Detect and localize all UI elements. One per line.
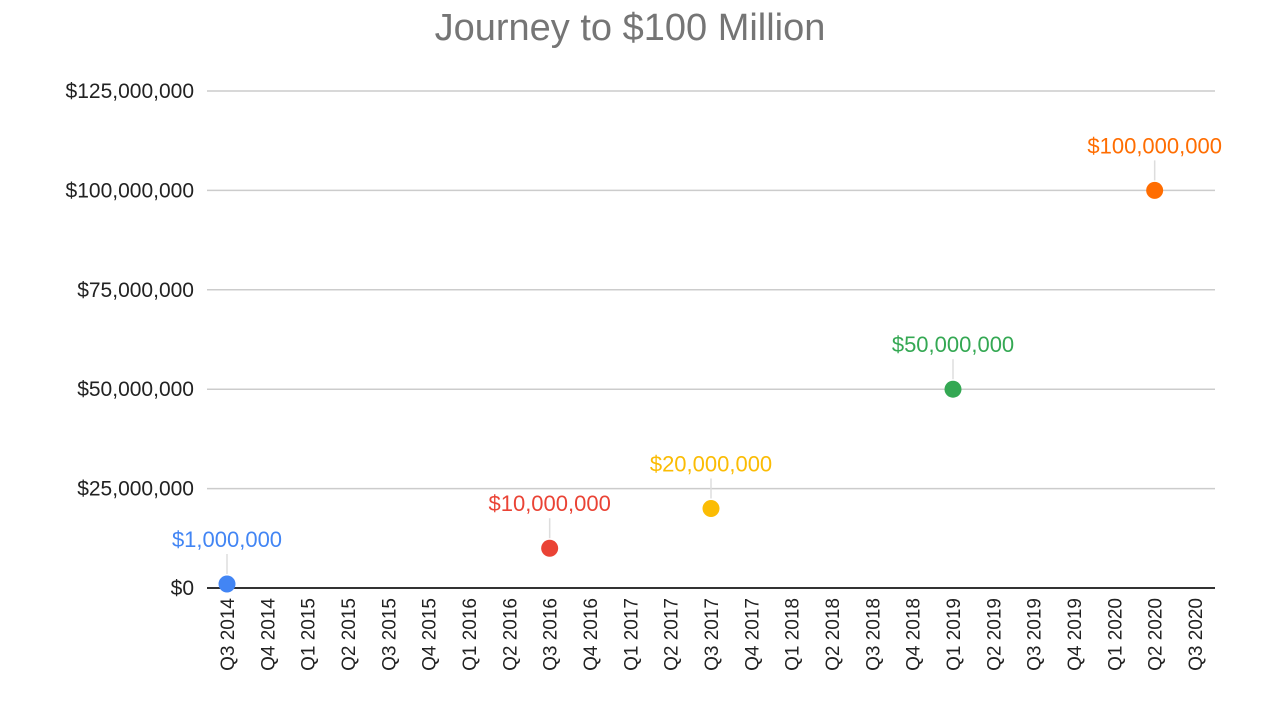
x-tick-label: Q4 2019 xyxy=(1065,598,1086,671)
data-label: $1,000,000 xyxy=(172,527,282,552)
x-tick-label: Q4 2014 xyxy=(258,598,279,671)
x-tick-label: Q2 2015 xyxy=(339,598,360,671)
y-tick-label: $100,000,000 xyxy=(66,179,194,202)
data-point xyxy=(702,499,720,517)
y-tick-label: $50,000,000 xyxy=(77,378,194,401)
data-point xyxy=(944,380,962,398)
data-label: $10,000,000 xyxy=(488,491,610,516)
x-tick-label: Q4 2018 xyxy=(904,598,925,671)
data-point xyxy=(541,539,559,557)
x-axis: Q3 2014 Q4 2014 Q1 2015 Q2 2015 Q3 2015 Q4 20… xyxy=(218,598,1207,671)
data-label: $100,000,000 xyxy=(1087,133,1222,158)
x-tick-label: Q3 2014 xyxy=(218,598,239,671)
x-tick-label: Q2 2019 xyxy=(984,598,1005,671)
x-tick-label: Q4 2017 xyxy=(742,598,763,671)
x-tick-label: Q2 2020 xyxy=(1146,598,1167,671)
y-tick-label: $0 xyxy=(171,577,194,600)
x-tick-label: Q3 2020 xyxy=(1186,598,1207,671)
x-tick-label: Q4 2016 xyxy=(581,598,602,671)
x-tick-label: Q1 2017 xyxy=(621,598,642,671)
y-tick-label: $25,000,000 xyxy=(77,478,194,501)
x-tick-label: Q1 2015 xyxy=(299,598,320,671)
x-tick-label: Q2 2018 xyxy=(823,598,844,671)
x-tick-label: Q1 2019 xyxy=(944,598,965,671)
data-point xyxy=(218,575,236,593)
x-tick-label: Q1 2020 xyxy=(1105,598,1126,671)
x-tick-label: Q3 2017 xyxy=(702,598,723,671)
x-tick-label: Q1 2016 xyxy=(460,598,481,671)
y-axis: $0 $25,000,000 $50,000,000 $75,000,000 $100,… xyxy=(66,80,194,600)
data-point xyxy=(1146,181,1164,199)
x-tick-label: Q3 2018 xyxy=(863,598,884,671)
x-tick-label: Q3 2019 xyxy=(1025,598,1046,671)
x-tick-label: Q2 2017 xyxy=(662,598,683,671)
chart-title: Journey to $100 Million xyxy=(435,7,826,49)
x-tick-label: Q2 2016 xyxy=(500,598,521,671)
x-tick-label: Q3 2016 xyxy=(541,598,562,671)
gridlines xyxy=(207,90,1215,589)
y-tick-label: $75,000,000 xyxy=(77,279,194,302)
y-tick-label: $125,000,000 xyxy=(66,80,194,103)
x-tick-label: Q1 2018 xyxy=(783,598,804,671)
x-tick-label: Q3 2015 xyxy=(379,598,400,671)
data-label: $50,000,000 xyxy=(892,332,1014,357)
x-tick-label: Q4 2015 xyxy=(420,598,441,671)
data-label: $20,000,000 xyxy=(650,451,772,476)
data-points: $1,000,000 $10,000,000 $20,000,000 $50,000,… xyxy=(172,133,1222,593)
